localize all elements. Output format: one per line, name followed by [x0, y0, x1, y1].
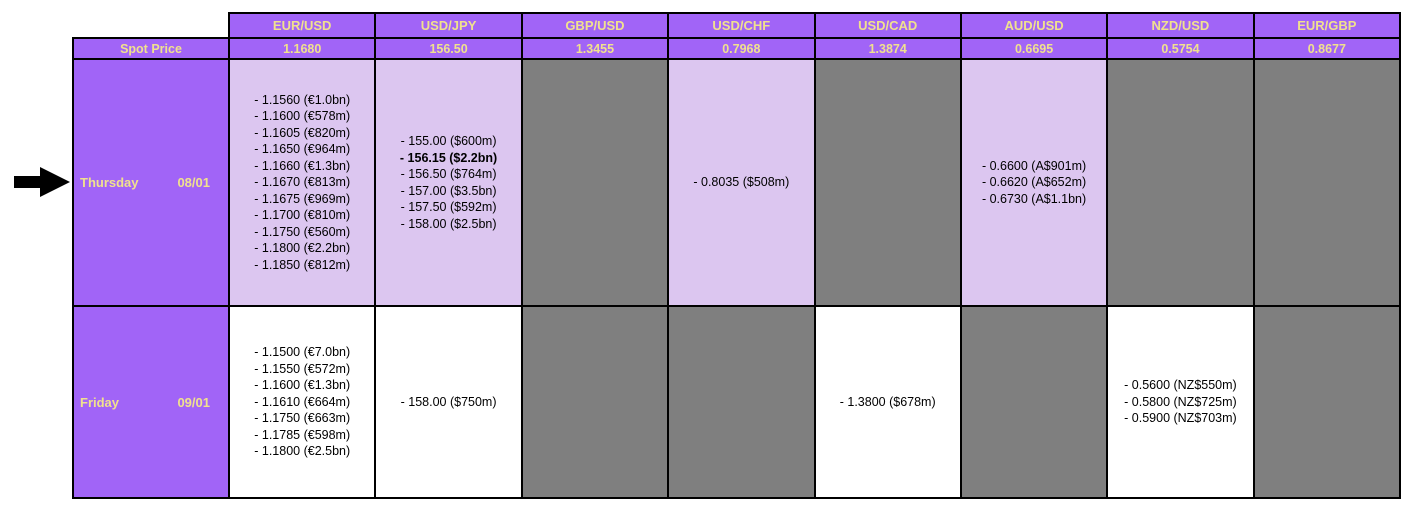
- expiry-strike-line: - 1.1610 (€664m): [254, 394, 351, 409]
- expiry-cell: [667, 305, 816, 499]
- expiry-strike-line: - 156.15 ($2.2bn): [399, 150, 498, 165]
- expiry-strike-line: - 157.50 ($592m): [400, 200, 497, 214]
- spot-price-value: 0.5754: [1106, 37, 1255, 60]
- expiry-cell: - 155.00 ($600m) - 156.15 ($2.2bn) - 156.5…: [374, 58, 523, 307]
- expiry-cell: [1106, 58, 1255, 307]
- day-row-friday: Friday 09/01 - 1.1500 (€7.0bn) - 1.1550 (…: [72, 305, 1402, 499]
- expiry-strike-line: - 156.50 ($764m): [400, 167, 497, 181]
- fx-expiries-table: EUR/USD USD/JPY GBP/USD USD/CHF USD/CAD …: [72, 12, 1402, 499]
- expiry-strike-line: - 1.1600 (€578m): [254, 109, 351, 124]
- expiry-cell: [520, 58, 670, 307]
- expiry-strike-line: - 0.8035 ($508m): [693, 175, 790, 190]
- spot-price-row: Spot Price 1.1680 156.50 1.3455 0.7968 1…: [72, 37, 1402, 60]
- day-name: Friday: [80, 394, 120, 410]
- expiry-cell: [1252, 305, 1402, 499]
- pair-header-usdjpy: USD/JPY: [374, 12, 523, 39]
- expiry-strike-line: - 0.5900 (NZ$703m): [1124, 411, 1237, 426]
- expiry-strike-line: - 1.1850 (€812m): [254, 257, 351, 272]
- day-date: 09/01: [177, 394, 210, 410]
- expiry-strike-line: - 158.00 ($750m): [400, 394, 497, 409]
- pair-header-gbpusd: GBP/USD: [520, 12, 670, 39]
- expiry-cell: - 1.1500 (€7.0bn) - 1.1550 (€572m) - 1.160…: [227, 305, 377, 499]
- spot-price-value: 156.50: [374, 37, 523, 60]
- right-arrow-icon: [14, 167, 70, 197]
- spot-price-value: 0.8677: [1252, 37, 1402, 60]
- pair-header-audusd: AUD/USD: [959, 12, 1109, 39]
- expiry-cell: - 158.00 ($750m): [374, 305, 523, 499]
- expiry-strike-line: - 1.1650 (€964m): [254, 142, 351, 157]
- expiry-strike-line: - 155.00 ($600m): [400, 134, 497, 148]
- spot-price-value: 1.3455: [520, 37, 670, 60]
- expiry-strike-line: - 1.1600 (€1.3bn): [254, 378, 351, 393]
- expiry-strike-line: - 0.6600 (A$901m): [981, 158, 1087, 173]
- expiry-strike-line: - 1.1560 (€1.0bn): [254, 92, 351, 107]
- day-label-cell: Friday 09/01: [72, 305, 230, 499]
- expiry-cell: - 0.5600 (NZ$550m) - 0.5800 (NZ$725m) - 0.…: [1106, 305, 1255, 499]
- expiry-strike-line: - 1.1675 (€969m): [254, 191, 351, 206]
- pair-header-eurgbp: EUR/GBP: [1252, 12, 1402, 39]
- day-label-cell: Thursday 08/01: [72, 58, 230, 307]
- pairs-header-row: EUR/USD USD/JPY GBP/USD USD/CHF USD/CAD …: [73, 12, 1402, 39]
- expiry-strike-line: - 1.3800 ($678m): [839, 394, 936, 409]
- spot-price-value: 0.7968: [667, 37, 816, 60]
- pair-header-usdcad: USD/CAD: [813, 12, 962, 39]
- expiry-strike-line: - 157.00 ($3.5bn): [400, 183, 497, 198]
- expiry-cell: [959, 305, 1109, 499]
- expiry-strike-line: - 1.1605 (€820m): [254, 125, 351, 140]
- expiry-cell: [1252, 58, 1402, 307]
- expiry-strike-line: - 1.1750 (€560m): [254, 224, 351, 239]
- expiry-strike-line: - 0.5600 (NZ$550m): [1124, 378, 1237, 393]
- expiry-strike-line: - 0.6730 (A$1.1bn): [981, 191, 1087, 206]
- expiry-strike-line: - 1.1670 (€813m): [254, 175, 351, 190]
- expiry-strike-line: - 1.1800 (€2.5bn): [254, 444, 351, 459]
- day-row-thursday: Thursday 08/01 - 1.1560 (€1.0bn) - 1.1600…: [72, 58, 1402, 307]
- expiry-strike-line: - 0.6620 (A$652m): [981, 175, 1087, 190]
- expiry-strike-line: - 1.1500 (€7.0bn): [254, 345, 351, 360]
- expiry-cell: [520, 305, 670, 499]
- expiry-cell: - 0.6600 (A$901m) - 0.6620 (A$652m) - 0.67…: [959, 58, 1109, 307]
- pair-header-eurusd: EUR/USD: [227, 12, 377, 39]
- spot-price-label: Spot Price: [72, 37, 230, 60]
- right-arrow-head: [40, 167, 70, 197]
- expiry-cell: - 0.8035 ($508m): [667, 58, 816, 307]
- expiry-cell: - 1.3800 ($678m): [813, 305, 962, 499]
- corner-cell: [73, 13, 229, 38]
- pair-header-nzdusd: NZD/USD: [1106, 12, 1255, 39]
- expiry-strike-line: - 1.1785 (€598m): [254, 427, 351, 442]
- day-date: 08/01: [177, 175, 210, 190]
- spot-price-value: 1.1680: [227, 37, 377, 60]
- expiry-cell: [813, 58, 962, 307]
- right-arrow-stem: [14, 176, 40, 188]
- expiry-strike-line: - 1.1660 (€1.3bn): [254, 158, 351, 173]
- expiry-table-body: Thursday 08/01 - 1.1560 (€1.0bn) - 1.1600…: [72, 58, 1402, 499]
- spot-price-value: 1.3874: [813, 37, 962, 60]
- expiry-strike-line: - 1.1700 (€810m): [254, 208, 351, 223]
- expiry-strike-line: - 1.1800 (€2.2bn): [254, 241, 351, 256]
- expiry-strike-line: - 0.5800 (NZ$725m): [1124, 394, 1237, 409]
- day-name: Thursday: [80, 175, 139, 190]
- expiry-strike-line: - 1.1550 (€572m): [254, 361, 351, 376]
- pair-header-usdchf: USD/CHF: [667, 12, 816, 39]
- expiry-strike-line: - 158.00 ($2.5bn): [400, 216, 497, 231]
- expiry-cell: - 1.1560 (€1.0bn) - 1.1600 (€578m) - 1.160…: [227, 58, 377, 307]
- spot-price-value: 0.6695: [959, 37, 1109, 60]
- expiry-strike-line: - 1.1750 (€663m): [254, 411, 351, 426]
